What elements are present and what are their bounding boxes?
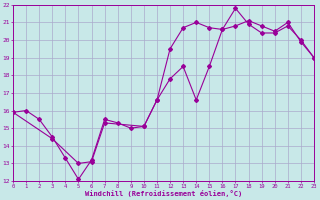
X-axis label: Windchill (Refroidissement éolien,°C): Windchill (Refroidissement éolien,°C) bbox=[85, 190, 242, 197]
